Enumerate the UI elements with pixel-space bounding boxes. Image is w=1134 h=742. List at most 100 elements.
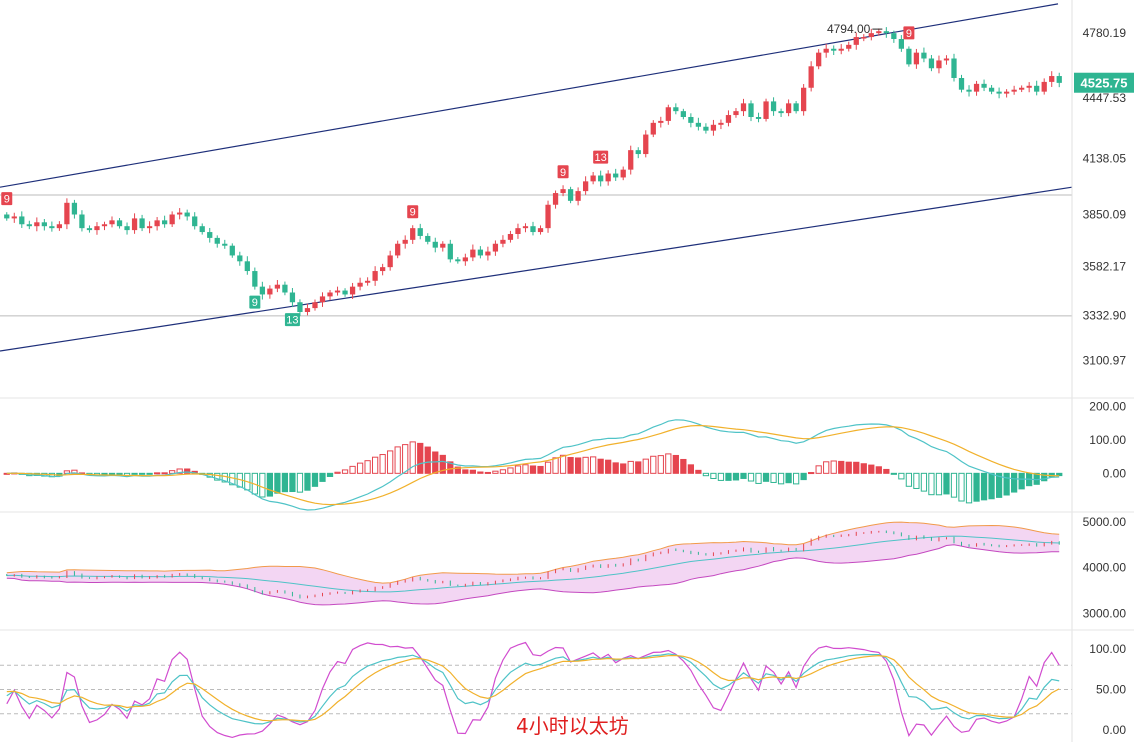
bollinger-axis-tick: 3000.00 (1083, 607, 1127, 621)
macd-histogram-bar (665, 453, 672, 474)
macd-histogram-bar (462, 469, 469, 474)
candle-body (522, 226, 529, 229)
candle-body (966, 89, 972, 92)
candle-body (267, 288, 273, 295)
candle-body (891, 33, 897, 39)
macd-histogram-bar (890, 472, 897, 475)
macd-histogram-bar (762, 472, 770, 482)
td-sequential-down-badge (249, 295, 261, 309)
macd-histogram-bar (319, 472, 326, 482)
macd-histogram-bar (349, 465, 356, 474)
td-sequential-up-label: 9 (4, 194, 10, 206)
candle-body (613, 173, 619, 178)
candle-body (733, 111, 739, 116)
candle-body (530, 226, 536, 233)
macd-histogram-bar (153, 472, 161, 475)
candle-body (372, 271, 378, 281)
candle-body (500, 239, 506, 244)
candle-body (996, 91, 1002, 94)
macd-panel (3, 419, 1063, 511)
candle-body (447, 243, 453, 260)
macd-histogram-bar (1018, 472, 1025, 490)
macd-histogram-bar (853, 461, 860, 474)
candle-body (710, 124, 717, 131)
candle-body (507, 234, 514, 240)
macd-histogram-bar (995, 472, 1003, 498)
macd-axis-tick: 100.00 (1089, 433, 1126, 447)
candle-body (635, 150, 641, 155)
candle-body (139, 218, 145, 229)
macd-histogram-bar (838, 460, 845, 474)
macd-histogram-bar (176, 468, 183, 474)
macd-histogram-bar (973, 472, 980, 502)
candle-body (364, 280, 371, 283)
candle-body (184, 212, 190, 217)
td-sequential-up-label: 13 (595, 152, 607, 164)
macd-histogram-bar (537, 465, 544, 474)
candle-body (41, 222, 47, 227)
channel-upper-line (0, 3, 1059, 188)
candle-body (334, 290, 341, 293)
price-axis-tick: 4447.53 (1083, 91, 1127, 105)
macd-histogram-bar (943, 472, 950, 495)
candle-body (417, 228, 423, 236)
macd-histogram-bar (221, 472, 228, 483)
candle-body (4, 214, 10, 219)
candle-body (680, 111, 686, 117)
kdj-j-line (6, 641, 1060, 739)
candle-body (162, 220, 168, 225)
macd-histogram-bar (447, 461, 454, 474)
price-axis-tick: 3332.90 (1083, 308, 1127, 322)
candle-body (19, 216, 25, 225)
macd-histogram-bar (875, 466, 882, 474)
macd-histogram-bar (785, 472, 792, 484)
td-sequential-up-badge (1, 192, 13, 206)
candle-body (64, 202, 70, 225)
td-sequential-down-label: 13 (286, 315, 298, 327)
candle-body (492, 243, 499, 252)
macd-histogram-bar (800, 472, 807, 481)
candle-body (928, 58, 935, 69)
macd-histogram-bar (747, 472, 755, 482)
macd-histogram-bar (657, 455, 664, 474)
candle-body (853, 37, 859, 45)
candle-body (154, 220, 160, 227)
macd-histogram-bar (514, 465, 522, 474)
macd-histogram-bar (732, 472, 740, 481)
candle-body (590, 175, 596, 182)
macd-histogram-bar (627, 460, 634, 474)
macd-histogram-bar (417, 442, 424, 474)
candle-body (793, 103, 799, 112)
candle-body (605, 173, 611, 182)
candle-body (770, 101, 777, 112)
macd-histogram-bar (650, 455, 657, 474)
macd-histogram-bar (860, 463, 867, 474)
candle-body (545, 204, 551, 229)
candle-body (71, 202, 78, 215)
candle-body (943, 58, 950, 61)
candle-body (425, 235, 431, 242)
candle-body (755, 117, 762, 119)
current-price-tag (1074, 72, 1134, 93)
macd-histogram-bar (605, 459, 612, 474)
candle-body (1011, 89, 1017, 92)
candle-body (725, 115, 732, 123)
macd-histogram-bar (492, 470, 499, 474)
candle-body (289, 292, 296, 303)
macd-histogram-bar (477, 471, 484, 474)
candle-body (237, 255, 243, 262)
macd-histogram-bar (845, 461, 852, 474)
macd-histogram-bar (499, 469, 507, 474)
candle-body (297, 302, 303, 312)
candle-body (808, 66, 814, 88)
td-sequential-down-badge (284, 313, 300, 327)
macd-histogram-bar (740, 472, 747, 479)
macd-histogram-bar (311, 472, 319, 487)
price-axis-tick: 4138.05 (1083, 151, 1127, 165)
macd-histogram-bar (469, 469, 476, 474)
candle-body (207, 232, 213, 238)
macd-histogram-bar (274, 472, 281, 494)
macd-histogram-bar (326, 472, 334, 477)
candle-body (703, 126, 709, 131)
